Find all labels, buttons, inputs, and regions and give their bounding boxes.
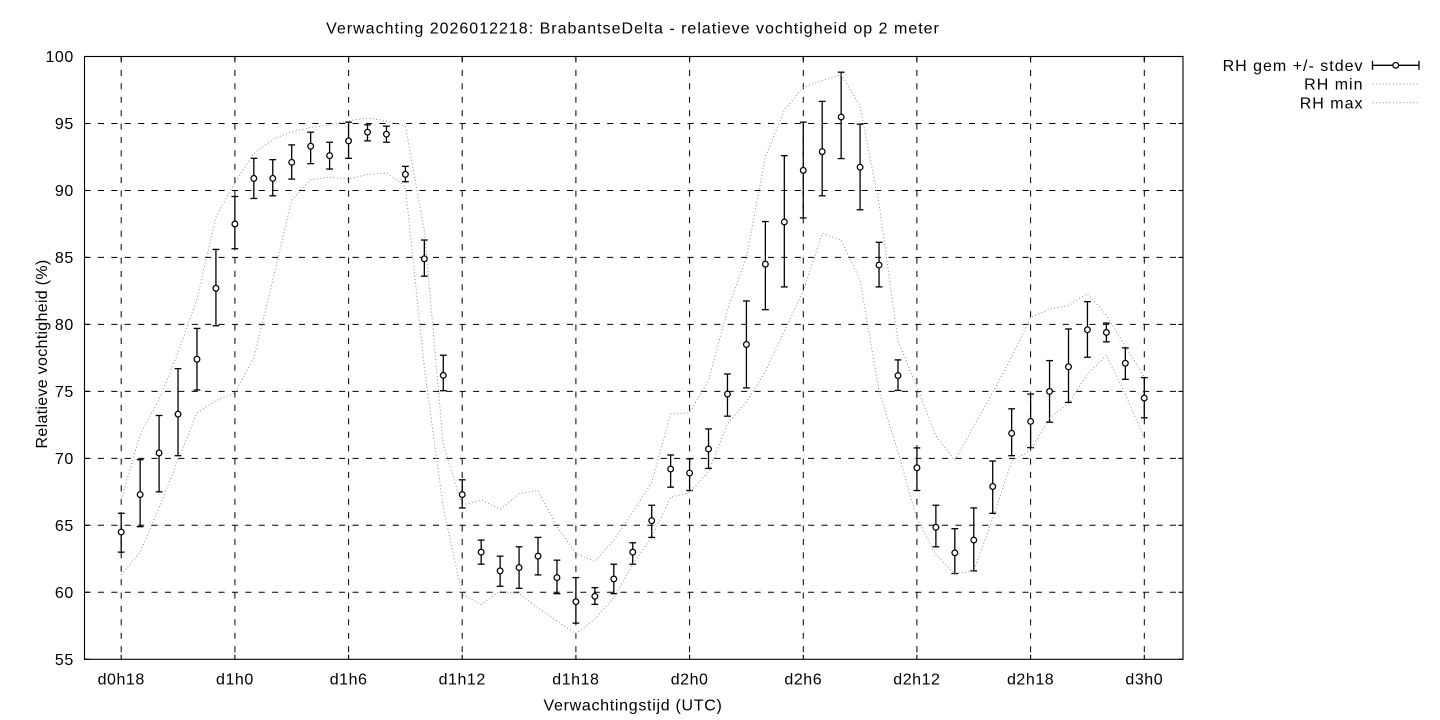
- svg-text:100: 100: [45, 49, 73, 66]
- svg-text:90: 90: [55, 183, 74, 200]
- svg-text:d1h18: d1h18: [552, 671, 599, 688]
- svg-text:Verwachting 2026012218: Braban: Verwachting 2026012218: BrabantseDelta -…: [326, 20, 940, 37]
- svg-text:d2h6: d2h6: [784, 671, 822, 688]
- svg-text:d1h12: d1h12: [439, 671, 486, 688]
- svg-text:d1h0: d1h0: [216, 671, 254, 688]
- svg-text:95: 95: [55, 116, 74, 133]
- svg-text:Relatieve vochtigheid (%): Relatieve vochtigheid (%): [34, 260, 51, 449]
- svg-text:RH min: RH min: [1304, 77, 1363, 94]
- svg-text:55: 55: [55, 652, 74, 669]
- svg-text:65: 65: [55, 518, 74, 535]
- svg-text:80: 80: [55, 317, 74, 334]
- svg-text:d2h0: d2h0: [671, 671, 709, 688]
- svg-text:75: 75: [55, 384, 74, 401]
- svg-text:60: 60: [55, 585, 74, 602]
- svg-text:d0h18: d0h18: [98, 671, 145, 688]
- svg-text:d2h12: d2h12: [893, 671, 940, 688]
- svg-text:85: 85: [55, 250, 74, 267]
- svg-text:70: 70: [55, 451, 74, 468]
- svg-text:RH gem +/- stdev: RH gem +/- stdev: [1223, 58, 1364, 75]
- svg-text:RH max: RH max: [1300, 95, 1364, 112]
- svg-text:d3h0: d3h0: [1125, 671, 1163, 688]
- svg-text:d1h6: d1h6: [330, 671, 368, 688]
- svg-text:Verwachtingstijd (UTC): Verwachtingstijd (UTC): [543, 698, 722, 715]
- svg-text:d2h18: d2h18: [1007, 671, 1054, 688]
